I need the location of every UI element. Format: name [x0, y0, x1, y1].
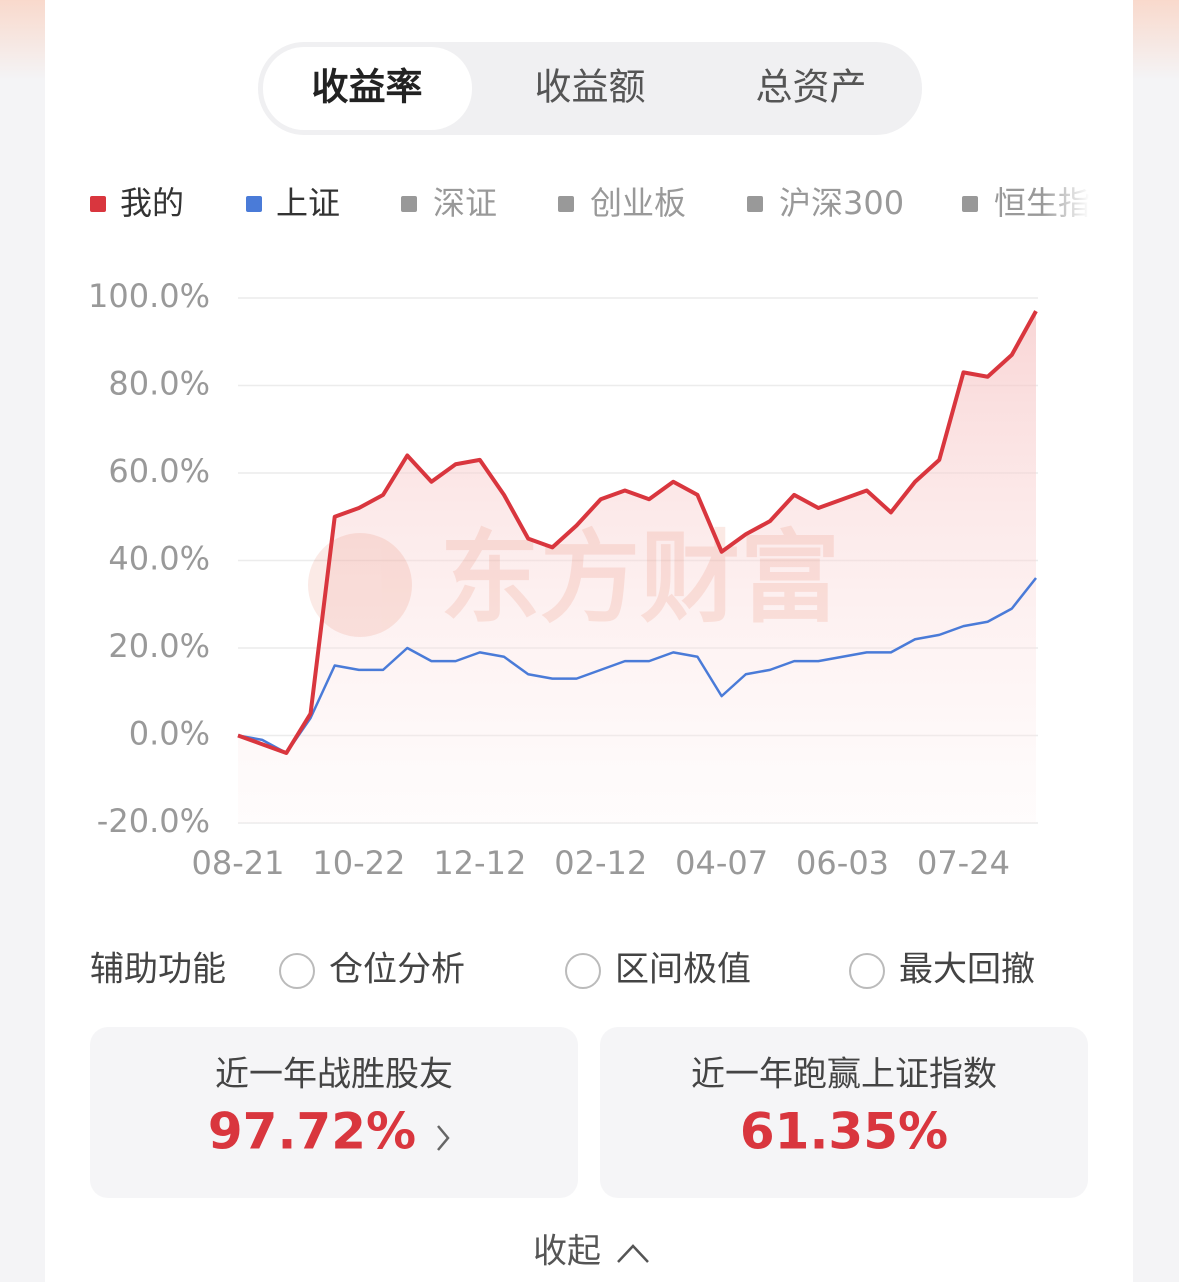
legend-swatch: [558, 196, 574, 212]
stat-card[interactable]: [90, 1027, 578, 1198]
legend-swatch: [401, 196, 417, 212]
line: [237, 577, 1037, 755]
watermark-text: 东方财富: [440, 519, 840, 636]
aux-option[interactable]: 仓位分析: [329, 950, 465, 990]
legend-swatch: [90, 196, 106, 212]
stat-value: 61.35%: [740, 1103, 948, 1161]
tab[interactable]: 总资产: [756, 66, 867, 109]
stat-value: 97.72%: [208, 1103, 416, 1161]
area: [238, 311, 1036, 823]
x-tick-label: 04-07: [675, 844, 768, 882]
tab[interactable]: 收益额: [535, 66, 646, 109]
legend-label: 我的: [120, 184, 184, 222]
aux-option[interactable]: 区间极值: [615, 950, 751, 990]
y-tick-label: 100.0%: [88, 277, 210, 315]
radio[interactable]: [279, 953, 315, 989]
y-tick-label: 40.0%: [108, 540, 210, 578]
y-tick-label: 80.0%: [108, 365, 210, 403]
legend-swatch: [962, 196, 978, 212]
collapse[interactable]: 收起: [533, 1232, 601, 1272]
legend-label: 深证: [433, 184, 497, 222]
x-tick-label: 06-03: [796, 844, 889, 882]
x-tick-label: 07-24: [917, 844, 1010, 882]
radio[interactable]: [565, 953, 601, 989]
y-tick-label: -20.0%: [97, 802, 210, 840]
legend-swatch: [747, 196, 763, 212]
legend-label: 上证: [276, 184, 340, 222]
legend-label: 沪深300: [779, 184, 904, 222]
watermark-logo: [308, 533, 412, 637]
x-tick-label: 08-21: [192, 844, 285, 882]
x-tick-label: 02-12: [554, 844, 647, 882]
legend-label: 恒生指: [994, 184, 1090, 222]
stat-title: 近一年跑赢上证指数: [691, 1055, 997, 1095]
y-tick-label: 20.0%: [108, 627, 210, 665]
chevron: [437, 1125, 450, 1151]
x-tick-label: 12-12: [433, 844, 526, 882]
active-tab: [263, 47, 472, 130]
radio[interactable]: [849, 953, 885, 989]
legend-label: 创业板: [590, 184, 686, 222]
aux-option[interactable]: 最大回撤: [899, 950, 1035, 990]
y-tick-label: 0.0%: [129, 715, 210, 753]
y-tick-label: 60.0%: [108, 452, 210, 490]
x-tick-label: 10-22: [312, 844, 405, 882]
legend-swatch: [246, 196, 262, 212]
tab[interactable]: 收益率: [312, 66, 423, 109]
line: [237, 310, 1038, 755]
aux-label: 辅助功能: [90, 950, 226, 990]
watermark: 东方财富: [308, 519, 840, 637]
collapse-icon: [617, 1244, 649, 1263]
stat-title: 近一年战胜股友: [215, 1055, 453, 1095]
stat-card: [600, 1027, 1088, 1198]
